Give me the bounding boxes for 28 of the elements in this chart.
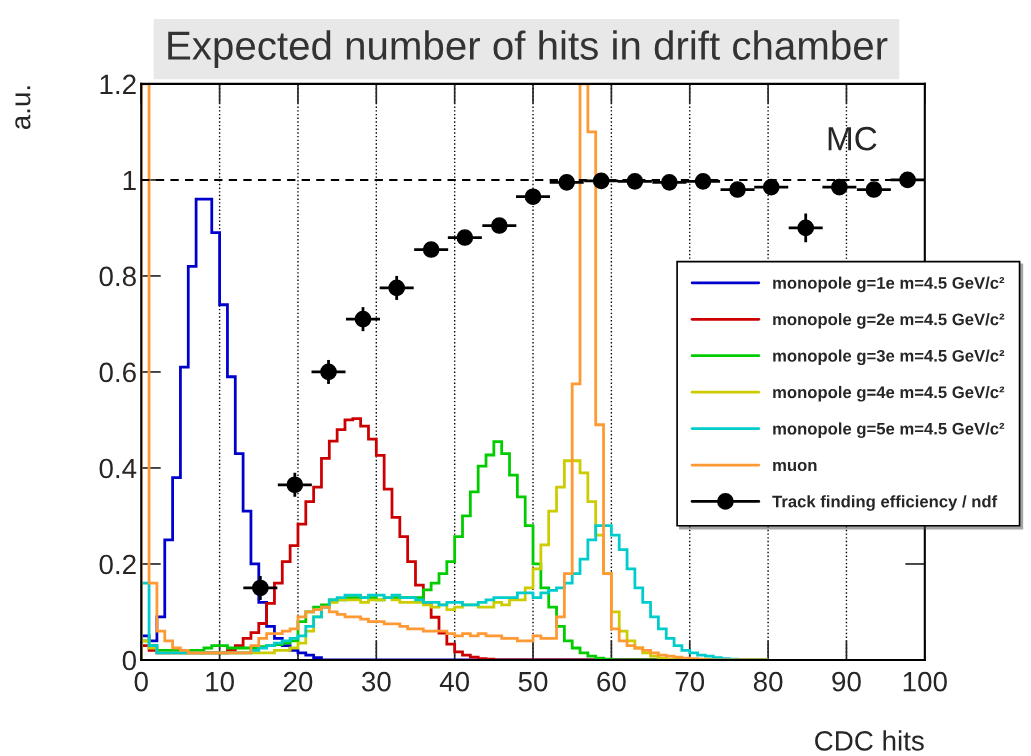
y-axis-title: a.u. xyxy=(15,86,31,130)
y-tick-label: 0.6 xyxy=(99,362,136,383)
chart-title: Expected number of hits in drift chamber xyxy=(168,30,888,68)
x-tick-label: 10 xyxy=(206,671,234,692)
x-tick-label: 60 xyxy=(597,671,626,692)
x-tick-label: 30 xyxy=(361,671,391,692)
legend-label: monopole g=4e m=4.5 GeV/c² xyxy=(773,385,1005,402)
legend-label: muon xyxy=(773,461,817,472)
y-tick-label: 0.8 xyxy=(99,266,136,287)
legend-label: monopole g=5e m=4.5 GeV/c² xyxy=(773,422,1005,438)
x-tick-label: 70 xyxy=(675,671,705,692)
y-tick-label: 1 xyxy=(123,170,136,190)
legend-label: monopole g=2e m=4.5 GeV/c² xyxy=(773,313,1005,329)
legend-label: monopole g=1e m=4.5 GeV/c² xyxy=(773,276,1005,293)
x-tick-label: 20 xyxy=(283,671,313,692)
x-tick-label: 40 xyxy=(439,671,470,692)
x-tick-label: 50 xyxy=(518,671,548,692)
y-tick-label: 0.2 xyxy=(99,554,136,575)
annotation: MC xyxy=(828,126,877,151)
x-axis-title: CDC hits xyxy=(815,730,924,751)
legend-label: Track finding efficiency / ndf xyxy=(772,495,998,511)
y-tick-label: 1.2 xyxy=(100,74,136,94)
y-tick-label: 0 xyxy=(122,650,136,671)
x-tick-label: 100 xyxy=(903,671,947,692)
x-tick-label: 80 xyxy=(753,671,783,692)
legend-label: monopole g=3e m=4.5 GeV/c² xyxy=(773,349,1005,366)
y-tick-label: 0.4 xyxy=(99,458,137,479)
x-tick-label: 90 xyxy=(832,671,861,692)
